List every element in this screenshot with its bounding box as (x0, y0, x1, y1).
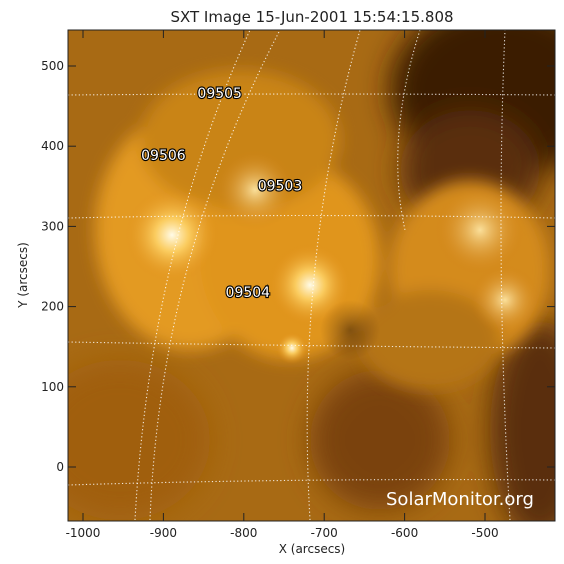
active-region-label-09504: 09504 (226, 285, 271, 301)
x-tick-label: -1000 (66, 526, 101, 540)
figure-title: SXT Image 15-Jun-2001 15:54:15.808 (170, 8, 453, 26)
x-tick-label: -500 (471, 526, 498, 540)
active-region-label-09503: 09503 (258, 178, 303, 194)
x-tick-label: -900 (150, 526, 177, 540)
x-axis-label: X (arcsecs) (279, 542, 346, 556)
y-axis-label: Y (arcsecs) (16, 242, 30, 309)
active-region-label-09505: 09505 (197, 86, 242, 102)
heliographic-grid (68, 30, 555, 521)
active-region-label-09506: 09506 (141, 148, 186, 164)
plot-frame (67, 29, 556, 522)
y-tick-label: 0 (56, 460, 64, 474)
x-tick-label: -800 (230, 526, 257, 540)
y-tick-label: 500 (41, 59, 64, 73)
y-tick-label: 200 (41, 300, 64, 314)
active-region-labels: 09505 09506 09503 09504 (140, 85, 303, 302)
y-axis-ticks: 0 100 200 300 400 500 (41, 59, 555, 474)
y-tick-label: 300 (41, 219, 64, 233)
credit-watermark: SolarMonitor.org (386, 489, 534, 510)
y-tick-label: 100 (41, 380, 64, 394)
x-axis-ticks: -1000 -900 -800 -700 -600 -500 (66, 30, 499, 540)
x-tick-label: -700 (311, 526, 338, 540)
solar-xray-image: SolarMonitor.org (68, 30, 555, 521)
y-tick-label: 400 (41, 139, 64, 153)
x-tick-label: -600 (391, 526, 418, 540)
